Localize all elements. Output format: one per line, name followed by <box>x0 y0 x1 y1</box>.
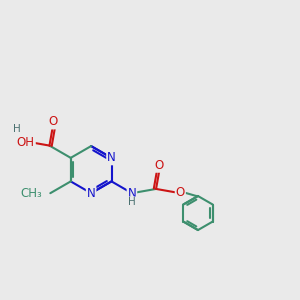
Text: O: O <box>154 159 164 172</box>
Text: CH₃: CH₃ <box>20 187 42 200</box>
Text: H: H <box>13 124 21 134</box>
Text: O: O <box>176 186 185 199</box>
Text: O: O <box>48 116 57 128</box>
Text: N: N <box>107 152 116 164</box>
Text: N: N <box>128 187 136 200</box>
Text: H: H <box>128 197 136 207</box>
Text: OH: OH <box>17 136 35 149</box>
Text: N: N <box>87 187 95 200</box>
